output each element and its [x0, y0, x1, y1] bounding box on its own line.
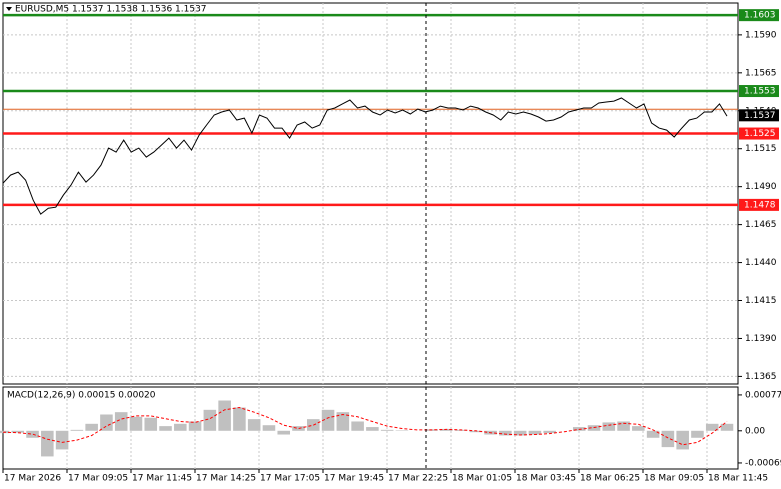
x-tick-label: 17 Mar 2026 — [4, 474, 61, 484]
macd-bar — [159, 426, 172, 431]
level-label-box — [739, 85, 779, 98]
y-tick-label: 1.1590 — [745, 30, 777, 40]
macd-bar — [720, 423, 734, 431]
y-tick-label: -0.00069 — [745, 458, 781, 468]
y-tick-label: 0.00077 — [745, 390, 781, 400]
x-tick-label: 17 Mar 22:25 — [388, 474, 448, 484]
macd-bar — [129, 416, 143, 431]
macd-bar — [218, 400, 231, 431]
title-arrow — [6, 7, 12, 11]
level-label: 1.1603 — [744, 11, 776, 21]
x-tick-label: 18 Mar 01:05 — [452, 474, 512, 484]
macd-bar — [513, 430, 527, 436]
y-tick-label: 1.1465 — [745, 220, 777, 230]
macd-bar — [70, 429, 84, 431]
macd-bar — [661, 430, 675, 448]
y-tick-label: 1.1565 — [745, 68, 777, 78]
macd-bar — [499, 430, 512, 436]
level-label: 1.1478 — [744, 200, 776, 210]
x-tick-label: 18 Mar 09:05 — [644, 474, 704, 484]
macd-bar — [262, 425, 276, 431]
macd-panel — [2, 386, 739, 470]
y-tick-label: 1.1515 — [745, 144, 777, 154]
macd-bar — [351, 421, 364, 431]
macd-bar — [617, 421, 630, 431]
macd-bar — [380, 429, 394, 431]
macd-bar — [174, 423, 187, 431]
y-tick-label: 1.1365 — [745, 372, 777, 382]
signal-line — [2, 406, 728, 446]
y-tick-label: 1.1490 — [745, 182, 777, 192]
macd-bar — [11, 430, 25, 433]
macd-bar — [26, 430, 39, 438]
level-label-box — [739, 9, 779, 22]
macd-bar — [41, 430, 54, 457]
macd-bar — [336, 412, 350, 431]
macd-bar — [366, 427, 379, 431]
level-label-box — [739, 198, 779, 211]
main-panel — [2, 2, 739, 385]
macd-bar — [469, 430, 483, 433]
level-label: 1.1553 — [744, 87, 776, 97]
y-tick-label: 0.00 — [745, 426, 765, 436]
level-label: 1.1525 — [744, 129, 776, 139]
macd-bar — [705, 423, 719, 431]
macd-bar — [676, 430, 689, 450]
macd-bar — [233, 407, 246, 431]
current-price-label: 1.1537 — [744, 111, 776, 121]
price-line — [2, 97, 728, 215]
x-tick-label: 18 Mar 03:45 — [516, 474, 576, 484]
grid — [2, 3, 742, 473]
macd-bar — [646, 430, 660, 438]
x-tick-label: 17 Mar 17:05 — [260, 474, 320, 484]
macd-bar — [528, 430, 542, 435]
macd-bar — [203, 409, 217, 431]
macd-bar — [188, 421, 202, 431]
chart-title: EURUSD,M5 1.1537 1.1538 1.1536 1.1537 — [15, 5, 207, 15]
current-price-box — [739, 109, 779, 122]
y-tick-label: 1.1415 — [745, 296, 777, 306]
x-tick-label: 17 Mar 19:45 — [324, 474, 384, 484]
labels: 17 Mar 2026 17 Mar 09:05 17 Mar 11:45 17 Ma… — [4, 9, 781, 484]
x-tick-label: 17 Mar 09:05 — [68, 474, 128, 484]
y-tick-label: 1.1440 — [745, 258, 777, 268]
macd-bar — [321, 409, 335, 431]
y-tick-label: 1.1390 — [745, 334, 777, 344]
macd-bar — [144, 417, 158, 431]
macd-bar — [632, 426, 645, 431]
macd-bar — [55, 430, 69, 450]
x-tick-label: 17 Mar 11:45 — [132, 474, 192, 484]
macd-bar — [691, 430, 704, 438]
macd-bar — [277, 430, 291, 435]
macd-bar — [100, 414, 113, 431]
macd-bar — [602, 422, 616, 431]
x-tick-label: 17 Mar 14:25 — [196, 474, 256, 484]
macd-title: MACD(12,26,9) 0.00015 0.00020 — [7, 391, 156, 401]
macd-bar — [292, 426, 305, 431]
macd-bar — [247, 419, 261, 431]
macd-bar — [543, 430, 556, 434]
marks — [0, 13, 738, 457]
macd-bar — [114, 412, 128, 431]
x-tick-label: 18 Mar 11:45 — [708, 474, 768, 484]
level-label-box — [739, 127, 779, 140]
x-tick-label: 18 Mar 06:25 — [580, 474, 640, 484]
macd-bar — [85, 423, 98, 431]
